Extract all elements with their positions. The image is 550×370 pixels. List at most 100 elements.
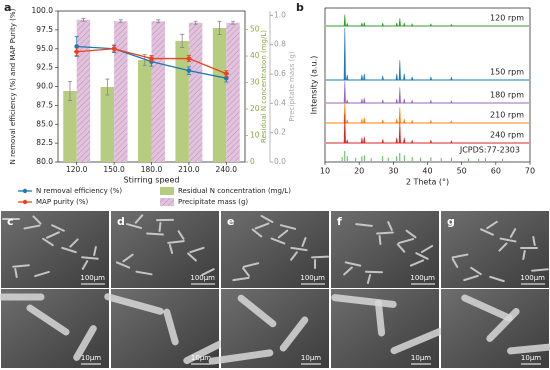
crystal [254, 222, 270, 230]
crystal [463, 274, 479, 282]
scale-label: 100μm [80, 274, 105, 282]
crystal [251, 228, 263, 238]
peak [381, 22, 384, 27]
series-label: 240 rpm [490, 131, 524, 140]
sem-image [331, 211, 439, 288]
crystal [232, 276, 250, 282]
crystal [81, 260, 89, 270]
crystal [14, 268, 18, 278]
crystal [26, 304, 70, 336]
crystal [270, 237, 286, 245]
error-bar [180, 33, 185, 48]
y2-tick-label: 40 [250, 51, 260, 60]
crystal [398, 238, 414, 244]
crystal [499, 237, 517, 243]
error-bar [156, 19, 161, 24]
crystal [461, 294, 513, 322]
peak [346, 99, 349, 104]
peak [403, 73, 406, 81]
y3-tick-label: 0.2 [274, 128, 286, 137]
error-bar [81, 17, 86, 22]
peak [398, 60, 401, 81]
y3-tick-label: 1.0 [274, 10, 286, 19]
crystal [51, 224, 65, 232]
peak [343, 114, 346, 144]
y3-tick-label: 0.0 [274, 157, 286, 166]
crystal [242, 262, 260, 268]
legend-label: N removal efficiency (%) [36, 187, 122, 195]
crystal [390, 327, 444, 355]
crystal [34, 270, 50, 278]
crystal [73, 325, 97, 361]
peak [346, 74, 349, 81]
y-tick-label: 90.0 [36, 82, 53, 91]
scale-label: 100μm [300, 274, 325, 282]
sem-panel: c 100μm 10μm [0, 211, 109, 368]
error-bar [193, 20, 198, 25]
peak [403, 22, 406, 27]
bar [114, 21, 128, 163]
crystal [451, 253, 469, 259]
peak [403, 118, 406, 124]
peak [403, 137, 406, 144]
crystal [208, 349, 274, 365]
sem-panel: d 100μm 10μm [104, 211, 233, 368]
error-bar [217, 20, 222, 35]
crystal [409, 259, 425, 267]
marker [185, 55, 192, 62]
series-label: 120 rpm [490, 14, 524, 23]
scale-label: 10μm [411, 354, 431, 362]
peak [429, 99, 433, 104]
y-tick-label: 97.5 [36, 25, 53, 34]
y2-axis-title: Residual N concentration (mg/L) [260, 30, 268, 143]
error-bar [105, 78, 110, 96]
y-tick-label: 92.5 [36, 63, 53, 72]
crystal [134, 214, 144, 224]
peak [450, 23, 453, 27]
x-tick-label: 60 [491, 167, 501, 176]
error-bar [231, 20, 236, 25]
y-tick-label: 87.5 [36, 100, 53, 109]
sem-image [221, 211, 329, 288]
series-label: 180 rpm [490, 91, 524, 100]
peak [398, 107, 401, 124]
bar [226, 22, 240, 163]
legend-label: Residual N concentration (mg/L) [178, 187, 291, 195]
crystal [167, 240, 185, 244]
x-tick-label: 240.0 [216, 165, 238, 174]
x-tick-label: 180.0 [141, 165, 163, 174]
panel-label: a [4, 1, 11, 14]
x-tick-label: 210.0 [178, 165, 200, 174]
sem-image [1, 211, 109, 288]
crystal [301, 237, 307, 247]
peak [346, 22, 349, 27]
legend-label: MAP purity (%) [36, 198, 88, 206]
y2-tick-label: 30 [250, 78, 260, 87]
peak [360, 22, 363, 27]
crystal [355, 223, 373, 227]
panel-label: b [296, 1, 304, 14]
bar [212, 27, 227, 162]
crystal [135, 270, 153, 276]
crystal [158, 222, 162, 232]
crystal [23, 224, 41, 230]
x-tick-label: 70 [525, 167, 535, 176]
bar [76, 19, 91, 163]
bar [151, 21, 165, 163]
peak [403, 98, 406, 104]
scale-label: 10μm [191, 354, 211, 362]
marker [73, 48, 80, 55]
peak [343, 27, 346, 81]
y2-tick-label: 50 [250, 25, 260, 34]
peak [343, 81, 346, 104]
x-tick-label: 150.0 [103, 165, 125, 174]
y-tick-label: 82.5 [36, 138, 53, 147]
peak [398, 122, 401, 144]
peak [398, 18, 401, 27]
bar [100, 87, 115, 162]
peak [411, 23, 414, 27]
y2-tick-label: 0 [250, 157, 255, 166]
peak [363, 22, 366, 27]
reference-label: JCPDS:77-2303 [459, 146, 520, 155]
marker [223, 70, 230, 77]
